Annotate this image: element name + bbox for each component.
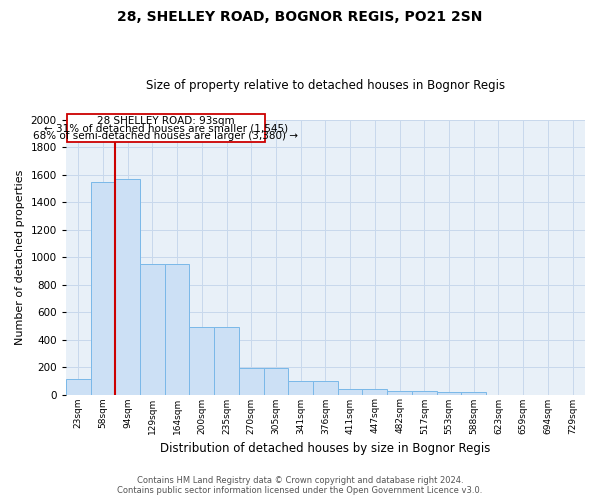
Bar — [362, 389, 387, 394]
Bar — [437, 392, 461, 394]
Text: ← 31% of detached houses are smaller (1,545): ← 31% of detached houses are smaller (1,… — [44, 124, 288, 134]
Bar — [263, 368, 289, 394]
Text: 28 SHELLEY ROAD: 93sqm: 28 SHELLEY ROAD: 93sqm — [97, 116, 235, 126]
Text: 68% of semi-detached houses are larger (3,380) →: 68% of semi-detached houses are larger (… — [34, 131, 298, 141]
Bar — [461, 392, 486, 394]
Bar — [214, 327, 239, 394]
Bar — [66, 380, 91, 394]
Bar — [387, 391, 412, 394]
Bar — [313, 381, 338, 394]
Bar — [91, 182, 115, 394]
Bar — [338, 389, 362, 394]
Bar — [412, 391, 437, 394]
Bar — [289, 381, 313, 394]
Title: Size of property relative to detached houses in Bognor Regis: Size of property relative to detached ho… — [146, 79, 505, 92]
Bar — [115, 178, 140, 394]
Text: 28, SHELLEY ROAD, BOGNOR REGIS, PO21 2SN: 28, SHELLEY ROAD, BOGNOR REGIS, PO21 2SN — [118, 10, 482, 24]
Bar — [140, 264, 165, 394]
Bar — [190, 327, 214, 394]
Text: Contains HM Land Registry data © Crown copyright and database right 2024.
Contai: Contains HM Land Registry data © Crown c… — [118, 476, 482, 495]
X-axis label: Distribution of detached houses by size in Bognor Regis: Distribution of detached houses by size … — [160, 442, 491, 455]
Bar — [239, 368, 263, 394]
Y-axis label: Number of detached properties: Number of detached properties — [15, 170, 25, 344]
FancyBboxPatch shape — [67, 114, 265, 141]
Bar — [165, 264, 190, 394]
